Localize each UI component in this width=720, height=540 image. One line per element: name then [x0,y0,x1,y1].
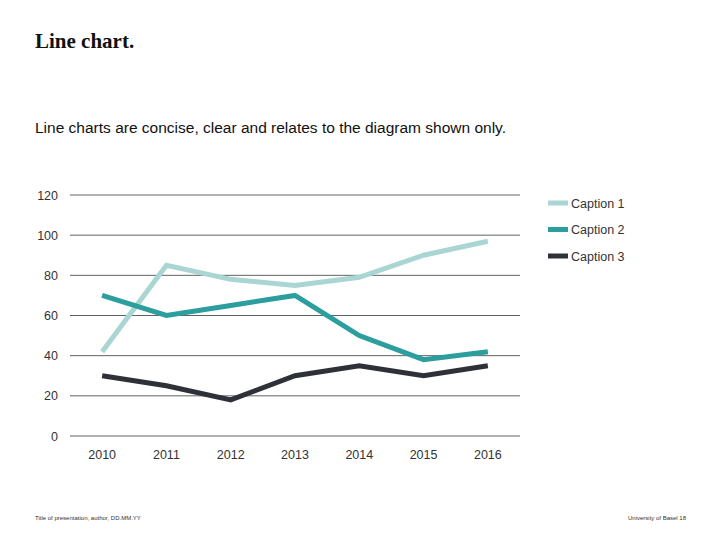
series-line [102,366,488,400]
x-tick-label: 2010 [88,448,116,462]
y-tick-label: 0 [51,430,58,444]
legend-swatch [548,254,568,259]
legend-label: Caption 2 [571,223,625,237]
y-tick-label: 60 [44,309,58,323]
x-tick-label: 2011 [153,448,180,462]
x-tick-label: 2012 [217,448,245,462]
legend-label: Caption 3 [571,250,625,264]
grid-line [70,275,520,276]
legend-label: Caption 1 [571,197,625,211]
grid-line [70,195,520,196]
legend-swatch [548,201,568,206]
grid-line [70,436,520,437]
title: Line chart. [35,29,134,53]
y-tick-label: 80 [44,269,58,283]
x-tick-label: 2016 [474,448,502,462]
grid-line [70,235,520,236]
subtitle: Line charts are concise, clear and relat… [35,119,506,136]
x-tick-label: 2013 [281,448,309,462]
x-tick-label: 2015 [410,448,438,462]
chart: Line chart. Line charts are concise, clea… [0,0,720,540]
series-line [102,295,488,359]
lines [102,241,488,400]
y-tick-label: 40 [44,349,58,363]
y-tick-label: 120 [37,189,58,203]
footer-right: University of Basel 18 [628,515,687,521]
grid-line [70,315,520,316]
legend: Caption 1 Caption 2 Caption 3 [548,197,625,264]
y-tick-label: 100 [37,229,58,243]
legend-swatch [548,227,568,232]
grid [70,195,520,436]
footer-left: Title of presentation, author, DD.MM.YY [35,515,141,521]
x-tick-label: 2014 [345,448,373,462]
grid-line [70,395,520,396]
y-tick-label: 20 [44,389,58,403]
